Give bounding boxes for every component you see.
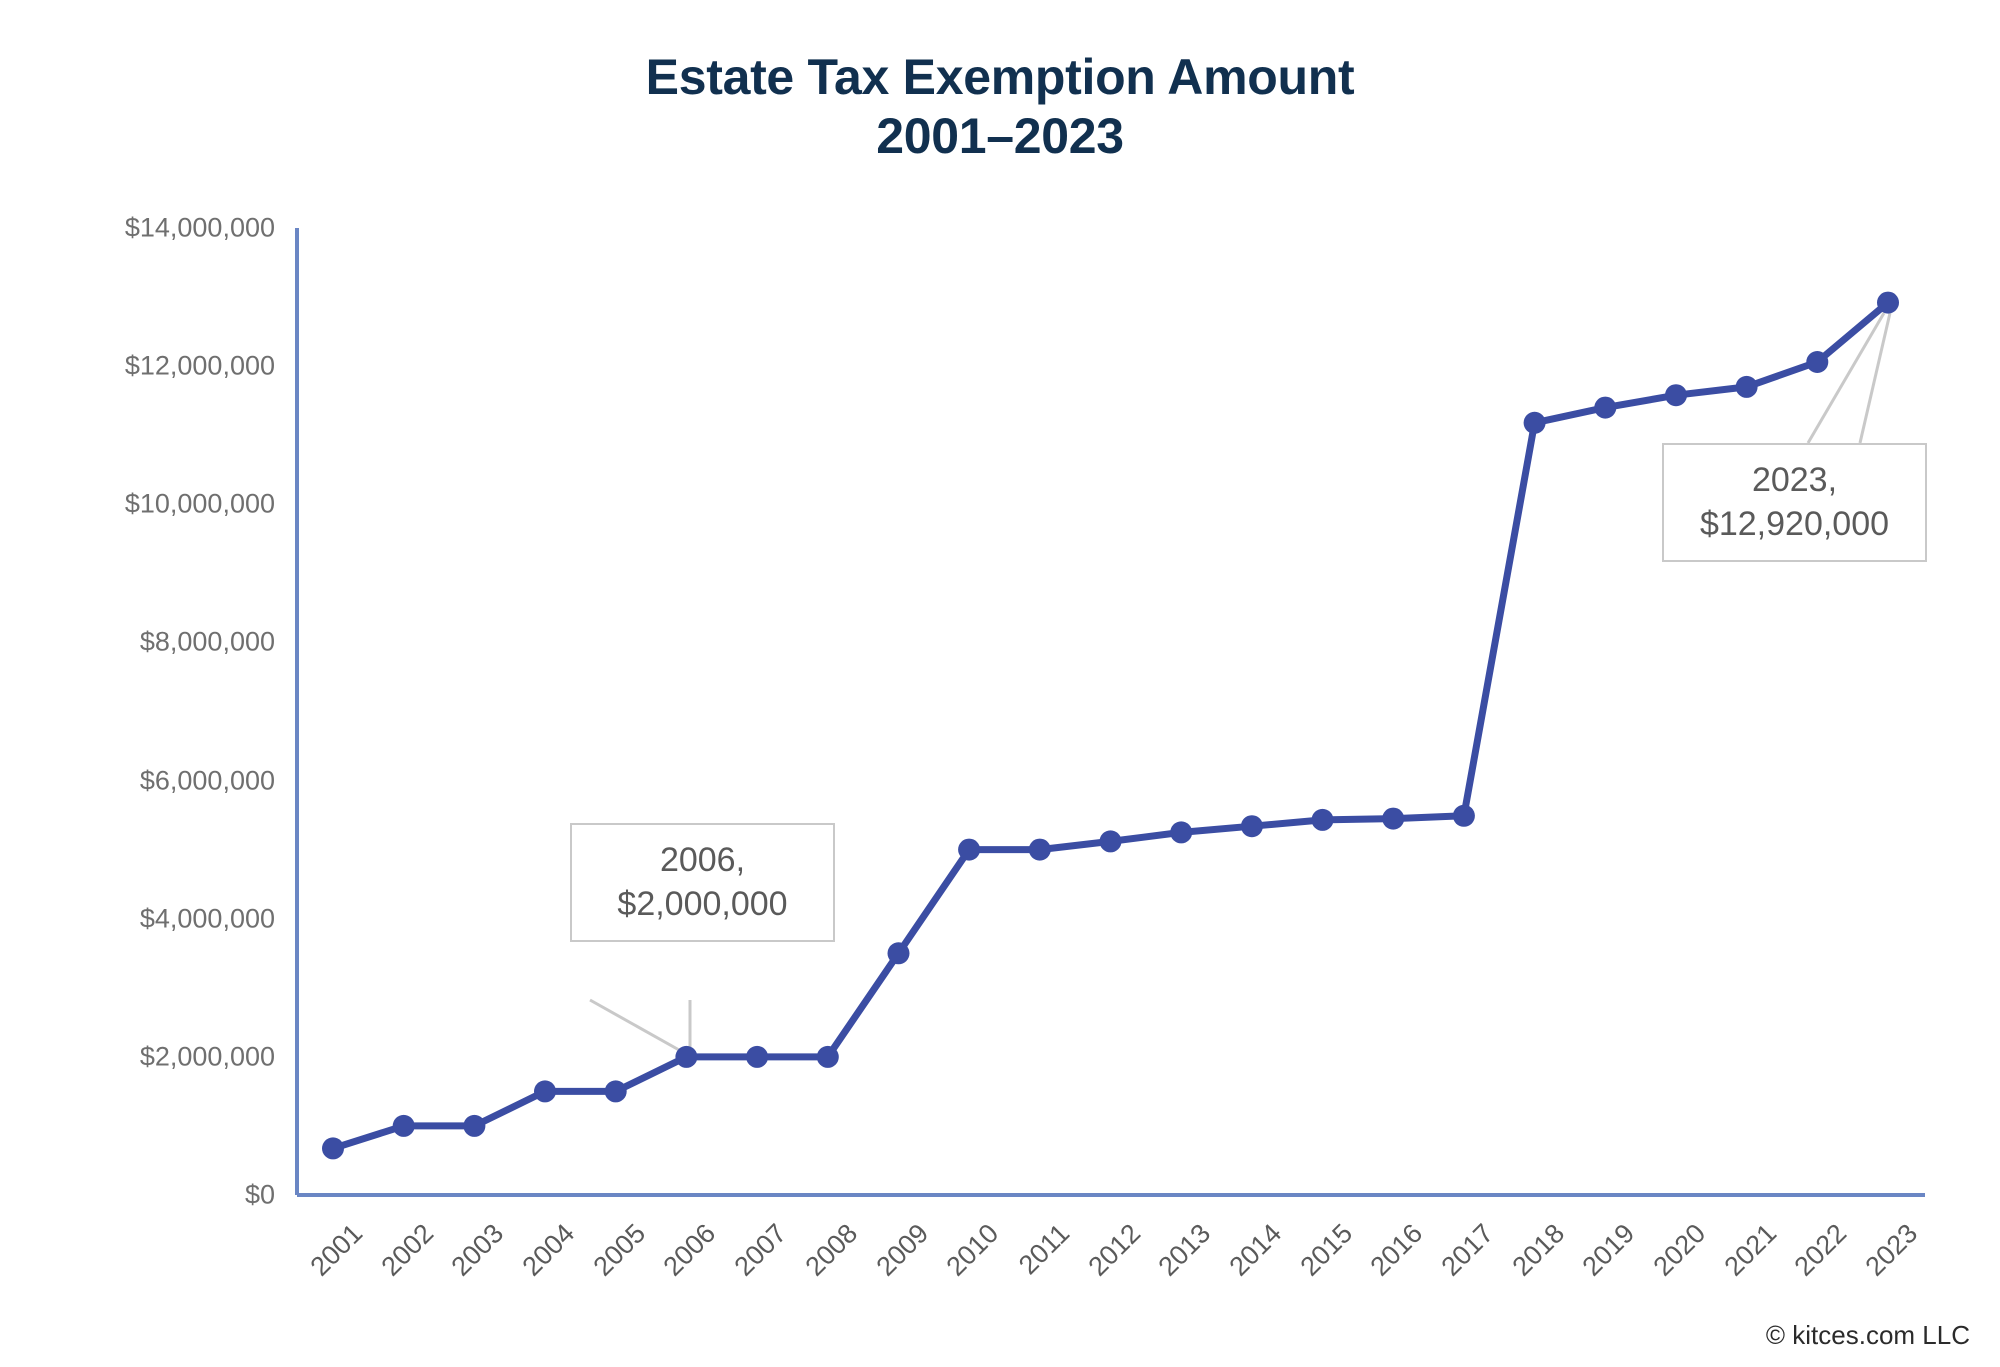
data-point-marker [1452,804,1475,827]
data-point-marker [534,1080,556,1103]
data-point-marker [322,1137,344,1160]
y-axis-tick-label: $14,000,000 [124,212,275,243]
y-axis-tick-label: $2,000,000 [139,1041,275,1072]
annotation-2006-line2: $2,000,000 [617,884,788,923]
callout-2023-leader [1806,312,1892,444]
data-point-marker [675,1045,698,1068]
copyright-credit: © kitces.com LLC [1765,1320,1970,1350]
y-axis-tick-label: $4,000,000 [139,903,275,934]
data-point-marker [1311,808,1334,831]
data-point-marker [1806,351,1829,373]
data-point-marker [746,1045,769,1068]
data-point-marker [1170,821,1193,844]
y-axis-tick-label: $0 [244,1179,275,1210]
data-point-marker [1382,807,1405,830]
chart-title-line1: Estate Tax Exemption Amount [645,49,1355,105]
data-point-marker [887,942,910,965]
data-point-marker [604,1080,627,1103]
y-axis-tick-label: $8,000,000 [139,626,275,657]
data-point-marker [463,1114,486,1137]
chart-title: Estate Tax Exemption Amount 2001–2023 [0,48,2000,166]
y-axis-tick-label: $12,000,000 [124,350,275,381]
data-point-marker [1877,291,1899,314]
data-point-marker [1665,384,1687,407]
chart-title-line2: 2001–2023 [876,108,1124,164]
data-point-marker [816,1045,839,1068]
data-point-marker [1028,838,1051,861]
annotation-2023-line2: $12,920,000 [1699,504,1890,543]
annotation-2023-line1: 2023, [1751,461,1838,499]
annotation-callout-2023: 2023, $12,920,000 [1662,443,1927,563]
data-point-marker [1594,396,1617,419]
data-point-marker [1099,830,1122,853]
data-point-marker [1735,375,1758,398]
data-point-marker [1523,411,1546,434]
data-point-marker [1240,815,1263,838]
y-axis-tick-label: $10,000,000 [124,488,275,519]
series-line [329,299,1892,1152]
callout-2006-leader [589,998,692,1057]
data-point-marker [958,838,981,861]
data-point-marker [392,1114,415,1137]
annotation-callout-2006: 2006, $2,000,000 [570,823,835,943]
y-axis-tick-label: $6,000,000 [139,765,275,796]
series-markers [322,291,1899,1160]
annotation-2006-line1: 2006, [659,841,746,879]
